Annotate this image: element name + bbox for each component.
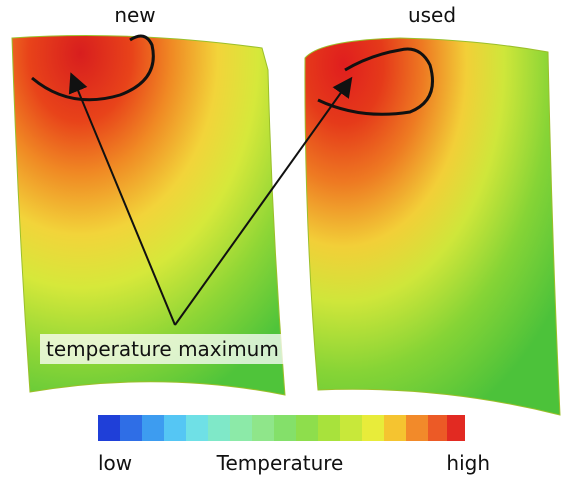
colorbar-max: high [446, 451, 490, 475]
panel-label: new [114, 3, 155, 27]
figure: new used temperature maximum low Tempera… [0, 0, 568, 482]
panel-label: used [408, 3, 456, 27]
blade-used [305, 38, 560, 415]
annotation: temperature maximum [46, 337, 279, 361]
colorbar-min: low [98, 451, 132, 475]
colorbar [98, 415, 465, 441]
colorbar-title: Temperature [216, 451, 344, 475]
